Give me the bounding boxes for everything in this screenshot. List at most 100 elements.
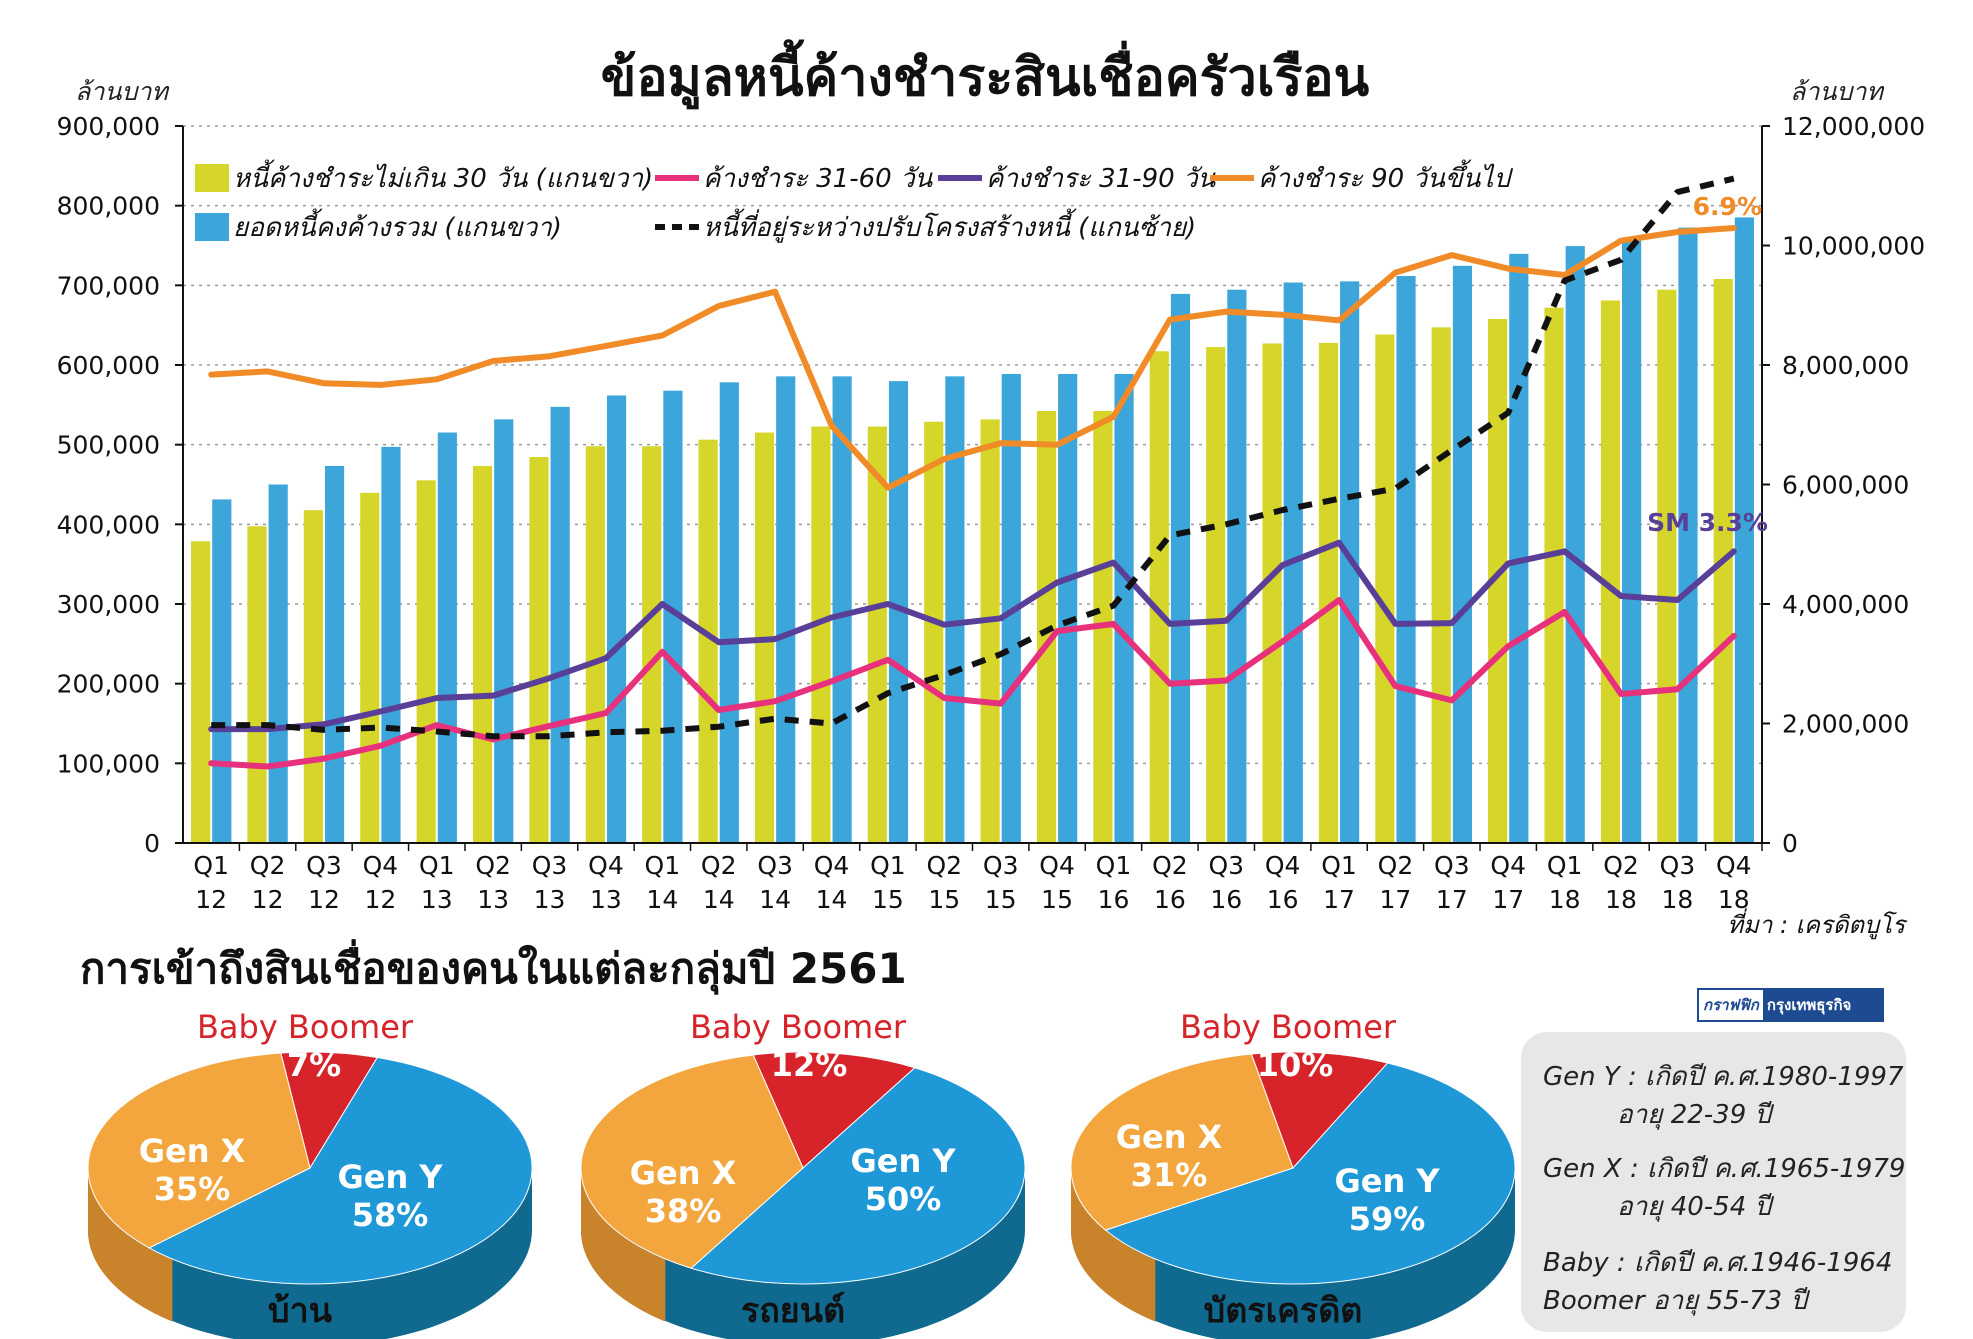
pie-slice-name: Gen Y — [850, 1142, 956, 1180]
x-tick-quarter: Q3 — [757, 851, 793, 880]
bar-series — [191, 217, 1754, 844]
bar-current-30d — [980, 419, 1000, 843]
legend-swatch — [195, 213, 229, 241]
x-tick-quarter: Q4 — [1265, 851, 1301, 880]
pie-side — [88, 1168, 532, 1339]
pie-section-title: การเข้าถึงสินเชื่อของคนในแต่ละกลุ่มปี 25… — [80, 939, 907, 995]
chart-title: ข้อมูลหนี้ค้างชำระสินเชื่อครัวเรือน — [601, 39, 1370, 110]
x-tick-quarter: Q4 — [814, 851, 850, 880]
x-tick-quarter: Q1 — [1096, 851, 1132, 880]
x-tick-year: 15 — [985, 885, 1017, 914]
pie-slice — [580, 1054, 804, 1269]
x-tick-year: 17 — [1380, 885, 1412, 914]
x-tick-quarter: Q1 — [645, 851, 681, 880]
x-tick-year: 16 — [1267, 885, 1299, 914]
pie-slice-name: Gen X — [1116, 1118, 1223, 1156]
legend-label: ค้างชำระ 31-60 วัน — [703, 164, 934, 194]
pie-side — [581, 1168, 1025, 1339]
x-tick-year: 18 — [1662, 885, 1694, 914]
bar-total-outstanding — [1678, 227, 1698, 843]
bar-total-outstanding — [1622, 238, 1642, 844]
bar-total-outstanding — [1452, 265, 1473, 843]
legend-label: ค้างชำระ 31-90 วัน — [986, 164, 1217, 194]
bar-total-outstanding — [945, 376, 965, 843]
pie-slice-value: 7% — [287, 1046, 341, 1084]
note-line: Baby : เกิดปี ค.ศ.1946-1964 — [1543, 1248, 1893, 1278]
bar-current-30d — [585, 446, 605, 843]
bar-total-outstanding — [1396, 275, 1416, 843]
pie-slice-name: Gen Y — [337, 1158, 443, 1196]
x-tick-quarter: Q3 — [306, 851, 342, 880]
note-line: Boomer อายุ 55-73 ปี — [1543, 1286, 1807, 1316]
x-tick-year: 12 — [364, 885, 396, 914]
note-line: Gen X : เกิดปี ค.ศ.1965-1979 — [1543, 1154, 1906, 1184]
bar-total-outstanding — [494, 419, 514, 843]
x-tick-year: 18 — [1605, 885, 1637, 914]
pie-slice-value: 59% — [1349, 1200, 1426, 1238]
left-tick-label: 600,000 — [57, 351, 160, 380]
x-tick-quarter: Q3 — [1434, 851, 1470, 880]
right-tick-label: 10,000,000 — [1782, 232, 1925, 261]
generation-notes: Gen Y : เกิดปี ค.ศ.1980-1997 อายุ 22-39 … — [1521, 1032, 1906, 1332]
publisher-badge: กราฟฟิก กรุงเทพธุรกิจ — [1697, 988, 1884, 1022]
pie-side — [1070, 1168, 1156, 1322]
bar-current-30d — [642, 446, 662, 843]
x-tick-year: 17 — [1436, 885, 1468, 914]
left-tick-label: 300,000 — [57, 590, 160, 619]
legend-swatch — [195, 164, 229, 192]
x-tick-year: 13 — [534, 885, 566, 914]
x-tick-year: 18 — [1718, 885, 1750, 914]
pie-slice — [1070, 1053, 1294, 1231]
right-axis-unit: ล้านบาท — [1790, 77, 1885, 106]
bar-current-30d — [867, 426, 887, 843]
bar-current-30d — [1544, 307, 1564, 843]
source-note: ที่มา : เครดิตบูโร — [1727, 908, 1908, 940]
bar-total-outstanding — [212, 499, 232, 843]
x-tick-quarter: Q2 — [475, 851, 511, 880]
pie-slice-value: 35% — [154, 1170, 231, 1208]
pie-slice-name: Gen Y — [1334, 1162, 1440, 1200]
left-tick-label: 700,000 — [57, 271, 160, 300]
x-tick-year: 12 — [308, 885, 340, 914]
x-tick-quarter: Q1 — [419, 851, 455, 880]
bar-current-30d — [924, 421, 944, 843]
x-tick-year: 16 — [1154, 885, 1186, 914]
x-tick-year: 13 — [590, 885, 622, 914]
badge-left: กราฟฟิก — [1699, 990, 1763, 1020]
bar-total-outstanding — [268, 484, 288, 843]
left-axis-unit: ล้านบาท — [75, 77, 170, 106]
pie-slice — [148, 1056, 533, 1285]
bar-total-outstanding — [437, 432, 457, 843]
legend-label: ค้างชำระ 90 วันขึ้นไป — [1258, 159, 1513, 194]
bar-current-30d — [1600, 300, 1621, 844]
bar-total-outstanding — [1734, 217, 1754, 844]
x-tick-quarter: Q2 — [1378, 851, 1414, 880]
left-tick-label: 100,000 — [57, 749, 160, 778]
bar-total-outstanding — [1509, 253, 1529, 844]
x-tick-quarter: Q3 — [532, 851, 568, 880]
legend-label: ยอดหนี้คงค้างรวม (แกนขวา) — [233, 208, 562, 243]
x-tick-quarter: Q1 — [193, 851, 229, 880]
bar-current-30d — [191, 541, 211, 843]
pie-side — [580, 1168, 666, 1322]
x-tick-year: 15 — [1041, 885, 1073, 914]
pie-slice-name: Gen X — [630, 1154, 737, 1192]
x-tick-year: 15 — [928, 885, 960, 914]
axes: 900,000 800,000 700,000 600,000 500,000 400,0… — [57, 112, 1926, 914]
pie-category-name: บ้าน — [268, 1291, 332, 1331]
bar-total-outstanding — [381, 446, 401, 843]
pie-category-name: รถยนต์ — [741, 1291, 845, 1331]
left-tick-label: 500,000 — [57, 431, 160, 460]
pie-slice — [87, 1052, 311, 1249]
pie-top-label: Baby Boomer — [197, 1008, 414, 1046]
line-series — [208, 175, 1737, 770]
x-tick-quarter: Q1 — [1547, 851, 1583, 880]
right-tick-label: 8,000,000 — [1782, 351, 1909, 380]
legend-label: หนี้ค้างชำระไม่เกิน 30 วัน (แกนขวา) — [233, 159, 653, 194]
x-tick-year: 14 — [646, 885, 678, 914]
annotation-90day: 6.9% — [1693, 192, 1762, 221]
pie-side — [1071, 1168, 1515, 1339]
right-tick-label: 6,000,000 — [1782, 471, 1909, 500]
